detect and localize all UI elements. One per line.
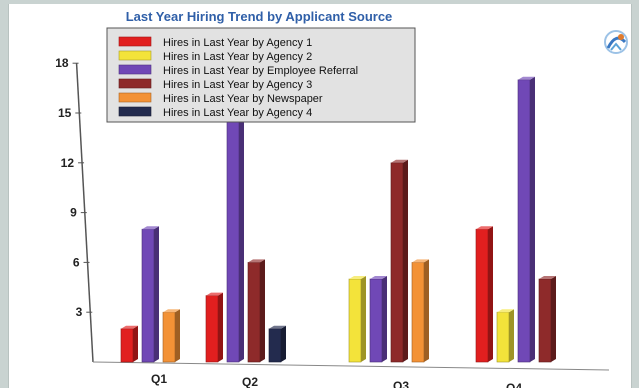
x-tick-label: Q3 — [393, 379, 409, 388]
bar-side — [382, 276, 387, 362]
bar-side — [281, 325, 286, 362]
bar-top — [163, 309, 180, 313]
bar-top — [206, 292, 223, 296]
bar — [205, 295, 219, 363]
bar — [496, 311, 510, 363]
bar — [247, 262, 261, 363]
bar-side — [154, 226, 159, 362]
bar-side — [175, 309, 180, 362]
bar-side — [530, 76, 535, 363]
bar-top — [349, 276, 366, 279]
bar-top — [248, 259, 265, 263]
y-tick-label: 3 — [76, 305, 83, 319]
bar-side — [260, 259, 265, 362]
bar — [538, 278, 552, 363]
bar-top — [391, 159, 408, 163]
bar — [411, 262, 425, 363]
bar-side — [488, 226, 493, 362]
legend-swatch — [118, 36, 152, 47]
bar-side — [551, 276, 556, 362]
bar — [348, 278, 362, 363]
bar — [162, 311, 176, 363]
x-axis-line — [92, 361, 610, 371]
x-tick-label: Q4 — [506, 381, 522, 388]
bar — [141, 228, 155, 363]
bar-top — [412, 259, 429, 263]
bar-side — [361, 276, 366, 362]
bar-top — [518, 76, 535, 80]
legend-swatch — [118, 50, 152, 61]
legend-label: Hires in Last Year by Agency 1 — [163, 37, 312, 49]
bar — [369, 278, 383, 363]
logo-icon — [604, 30, 628, 54]
chart-frame: Last Year Hiring Trend by Applicant Sour… — [8, 4, 632, 388]
bar-top — [497, 309, 514, 313]
chart-title: Last Year Hiring Trend by Applicant Sour… — [125, 9, 393, 24]
bar — [517, 79, 531, 363]
bar-top — [121, 325, 138, 329]
legend-label: Hires in Last Year by Employee Referral — [163, 65, 358, 77]
bar-top — [476, 226, 493, 230]
bar — [390, 162, 404, 363]
y-tick-label: 12 — [61, 156, 75, 170]
x-tick-label: Q1 — [151, 372, 167, 386]
legend-label: Hires in Last Year by Agency 2 — [163, 51, 312, 63]
legend-swatch — [118, 106, 152, 117]
y-tick-label: 15 — [58, 106, 72, 120]
bar-top — [539, 276, 556, 279]
legend-swatch — [118, 78, 152, 89]
x-tick-label: Q2 — [242, 375, 258, 388]
legend-label: Hires in Last Year by Newspaper — [163, 93, 323, 105]
legend-swatch — [118, 64, 152, 75]
bar — [475, 228, 489, 363]
y-tick-label: 9 — [70, 206, 77, 220]
legend-label: Hires in Last Year by Agency 3 — [163, 79, 312, 91]
bar-side — [218, 292, 223, 362]
bar-side — [424, 259, 429, 362]
y-tick-label: 18 — [55, 56, 69, 70]
bar-top — [370, 276, 387, 279]
y-tick-label: 6 — [73, 255, 80, 269]
bar-side — [133, 325, 138, 362]
bar-chart: 3 6 9 12 15 18 Q1 Q2 Q3 Q4 Hires in Last Year by … — [55, 27, 610, 388]
legend-label: Hires in Last Year by Agency 4 — [163, 107, 312, 119]
legend-box — [106, 27, 416, 123]
bar — [268, 328, 282, 363]
bar — [120, 328, 134, 363]
legend-swatch — [118, 92, 152, 103]
bar-top — [142, 226, 159, 230]
bar-side — [403, 159, 408, 362]
bar-side — [509, 309, 514, 362]
bar — [226, 112, 240, 363]
bar-top — [269, 325, 286, 329]
bar-side — [239, 110, 244, 362]
